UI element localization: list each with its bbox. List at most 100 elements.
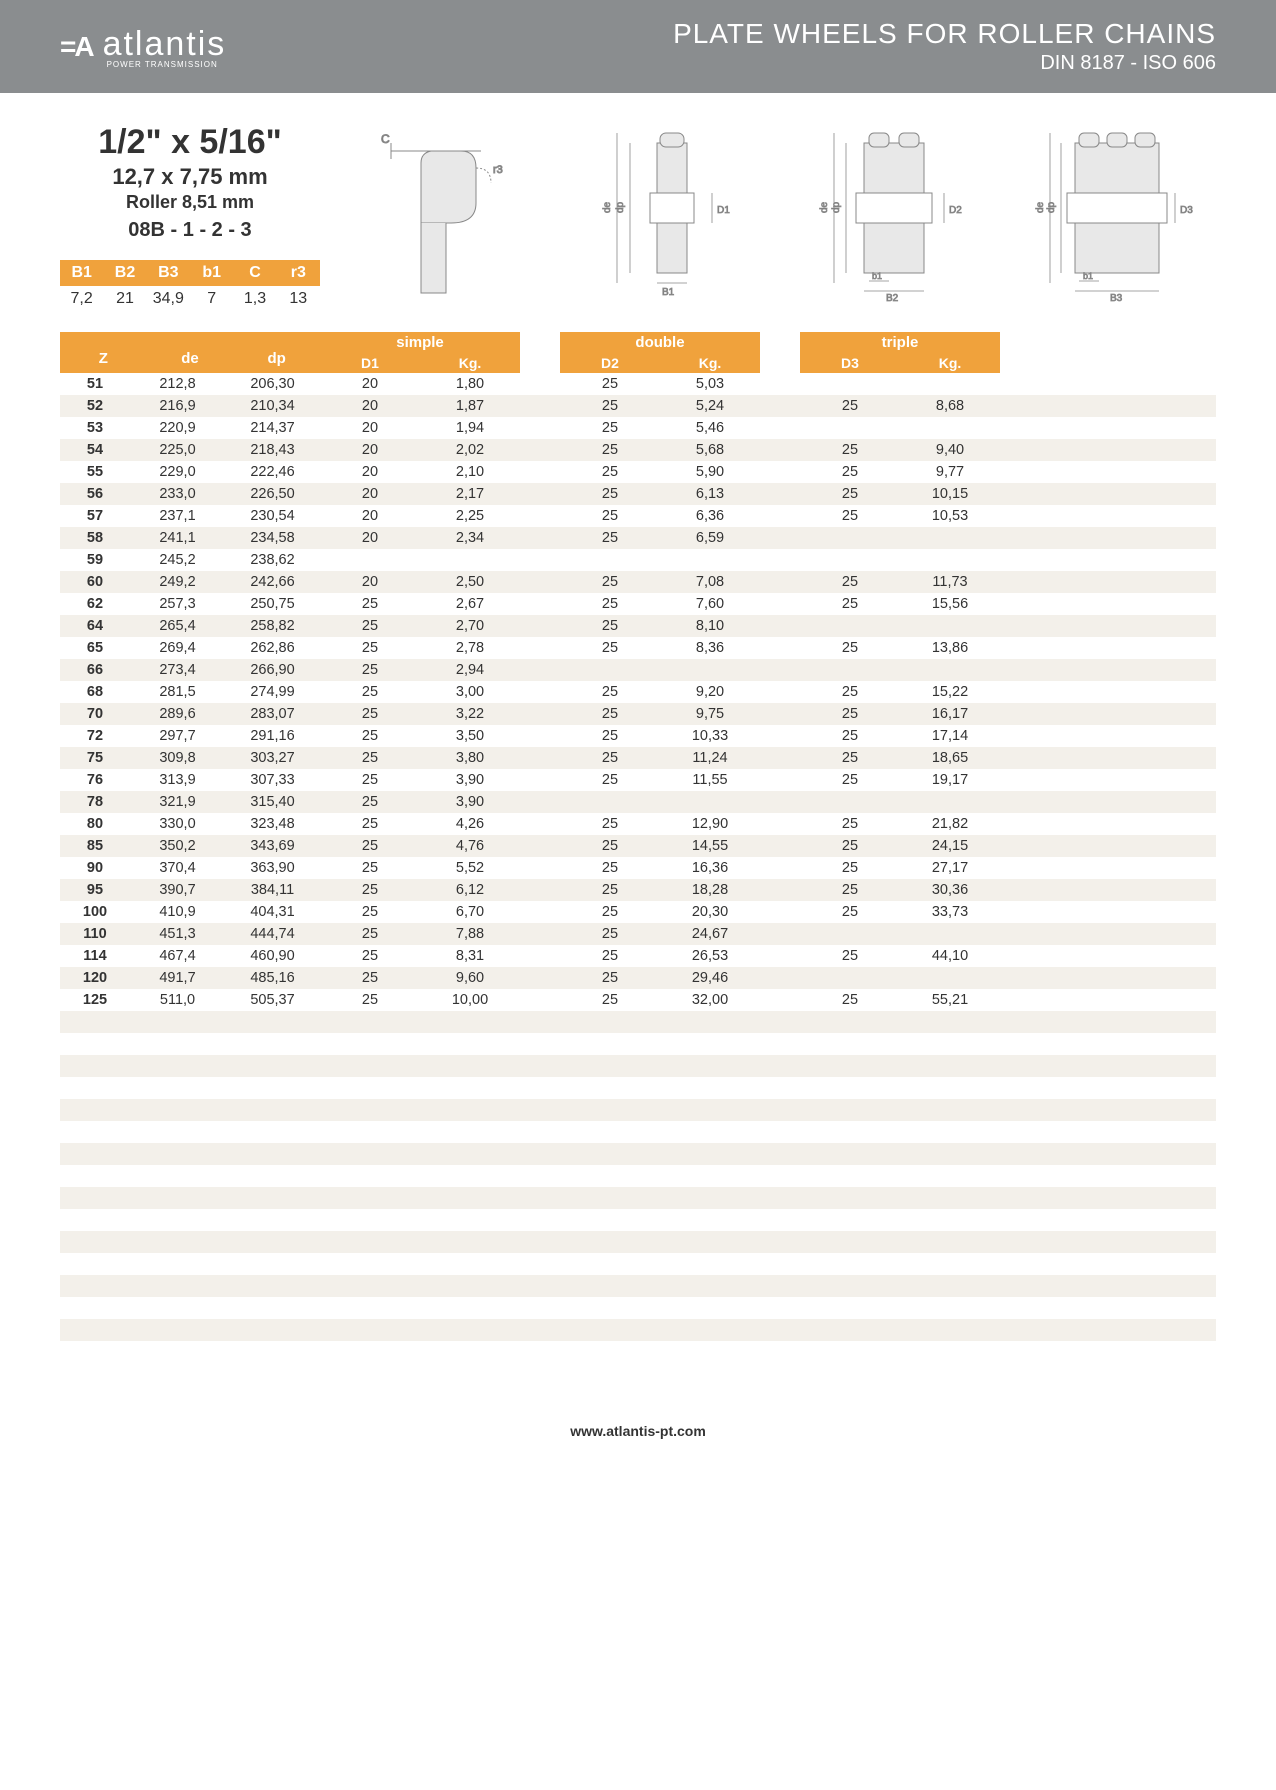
table-cell: 10,53 bbox=[900, 508, 1000, 524]
table-cell: 125 bbox=[60, 992, 130, 1008]
header-title: PLATE WHEELS FOR ROLLER CHAINS DIN 8187 … bbox=[673, 18, 1216, 75]
svg-text:b1: b1 bbox=[1083, 271, 1093, 281]
svg-text:B1: B1 bbox=[662, 287, 675, 298]
table-cell: 281,5 bbox=[130, 684, 225, 700]
header-group-double: double D2 Kg. bbox=[560, 332, 760, 373]
table-cell: 5,03 bbox=[660, 376, 760, 392]
table-row: 54225,0218,43202,02255,68259,40 bbox=[60, 439, 1216, 461]
spec-size-inch: 1/2" x 5/16" bbox=[60, 123, 320, 162]
table-cell: 62 bbox=[60, 596, 130, 612]
table-cell: 3,50 bbox=[420, 728, 520, 744]
table-cell: 491,7 bbox=[130, 970, 225, 986]
table-cell: 25 bbox=[800, 442, 900, 458]
table-cell: 66 bbox=[60, 662, 130, 678]
table-cell: 25 bbox=[320, 618, 420, 634]
table-cell: 25 bbox=[320, 992, 420, 1008]
table-cell: 25 bbox=[320, 662, 420, 678]
table-cell: 25 bbox=[560, 728, 660, 744]
table-cell: 25 bbox=[560, 618, 660, 634]
small-table-header: b1 bbox=[190, 260, 233, 286]
small-table-header: r3 bbox=[277, 260, 320, 286]
table-cell: 10,33 bbox=[660, 728, 760, 744]
table-cell: 55 bbox=[60, 464, 130, 480]
table-cell: 25 bbox=[320, 640, 420, 656]
table-cell: 404,31 bbox=[225, 904, 320, 920]
table-cell: 25 bbox=[320, 684, 420, 700]
header-group-simple: simple D1 Kg. bbox=[320, 332, 520, 373]
table-cell: 25 bbox=[800, 706, 900, 722]
table-row: 80330,0323,48254,262512,902521,82 bbox=[60, 813, 1216, 835]
main-data-table: Z de dp simple D1 Kg. double D2 Kg. bbox=[60, 332, 1216, 1363]
table-cell: 460,90 bbox=[225, 948, 320, 964]
svg-text:C: C bbox=[381, 132, 390, 146]
tooth-profile-diagram: C r3 bbox=[351, 123, 551, 303]
table-cell: 56 bbox=[60, 486, 130, 502]
table-cell: 1,87 bbox=[420, 398, 520, 414]
table-cell: 59 bbox=[60, 552, 130, 568]
table-row: 58241,1234,58202,34256,59 bbox=[60, 527, 1216, 549]
table-row: 57237,1230,54202,25256,362510,53 bbox=[60, 505, 1216, 527]
table-cell: 25 bbox=[560, 926, 660, 942]
table-cell: 309,8 bbox=[130, 750, 225, 766]
svg-text:D3: D3 bbox=[1180, 205, 1193, 216]
table-cell: 214,37 bbox=[225, 420, 320, 436]
table-cell: 222,46 bbox=[225, 464, 320, 480]
table-cell: 25 bbox=[560, 464, 660, 480]
table-cell: 1,80 bbox=[420, 376, 520, 392]
col-header-d3: D3 bbox=[800, 353, 900, 373]
table-cell: 17,14 bbox=[900, 728, 1000, 744]
group-simple-title: simple bbox=[320, 332, 520, 353]
table-cell: 7,60 bbox=[660, 596, 760, 612]
table-cell: 410,9 bbox=[130, 904, 225, 920]
table-cell: 4,76 bbox=[420, 838, 520, 854]
table-cell: 274,99 bbox=[225, 684, 320, 700]
table-cell: 330,0 bbox=[130, 816, 225, 832]
table-cell: 20 bbox=[320, 442, 420, 458]
table-row: 62257,3250,75252,67257,602515,56 bbox=[60, 593, 1216, 615]
table-row bbox=[60, 1033, 1216, 1055]
table-cell: 27,17 bbox=[900, 860, 1000, 876]
table-cell: 25 bbox=[320, 948, 420, 964]
table-cell: 54 bbox=[60, 442, 130, 458]
table-cell: 25 bbox=[560, 420, 660, 436]
table-cell: 25 bbox=[800, 596, 900, 612]
table-cell: 6,13 bbox=[660, 486, 760, 502]
table-cell: 3,80 bbox=[420, 750, 520, 766]
table-cell: 25 bbox=[320, 728, 420, 744]
table-cell: 25 bbox=[560, 376, 660, 392]
table-cell: 5,24 bbox=[660, 398, 760, 414]
table-cell: 53 bbox=[60, 420, 130, 436]
table-cell: 315,40 bbox=[225, 794, 320, 810]
table-row: 75309,8303,27253,802511,242518,65 bbox=[60, 747, 1216, 769]
table-cell: 65 bbox=[60, 640, 130, 656]
table-row: 55229,0222,46202,10255,90259,77 bbox=[60, 461, 1216, 483]
table-cell: 9,75 bbox=[660, 706, 760, 722]
table-cell: 20 bbox=[320, 420, 420, 436]
table-cell: 6,12 bbox=[420, 882, 520, 898]
table-cell: 26,53 bbox=[660, 948, 760, 964]
col-header-kg3: Kg. bbox=[900, 353, 1000, 373]
table-cell: 20 bbox=[320, 574, 420, 590]
table-row: 53220,9214,37201,94255,46 bbox=[60, 417, 1216, 439]
table-cell: 229,0 bbox=[130, 464, 225, 480]
col-header-z: Z bbox=[60, 350, 147, 367]
table-cell: 25 bbox=[560, 750, 660, 766]
table-cell: 55,21 bbox=[900, 992, 1000, 1008]
table-cell: 11,55 bbox=[660, 772, 760, 788]
table-cell: 370,4 bbox=[130, 860, 225, 876]
table-cell: 16,17 bbox=[900, 706, 1000, 722]
table-cell: 390,7 bbox=[130, 882, 225, 898]
table-cell: 467,4 bbox=[130, 948, 225, 964]
table-cell: 212,8 bbox=[130, 376, 225, 392]
table-cell: 363,90 bbox=[225, 860, 320, 876]
table-cell: 3,22 bbox=[420, 706, 520, 722]
spec-box: 1/2" x 5/16" 12,7 x 7,75 mm Roller 8,51 … bbox=[60, 123, 320, 312]
table-cell: 25 bbox=[560, 684, 660, 700]
table-cell: 25 bbox=[320, 970, 420, 986]
table-cell: 85 bbox=[60, 838, 130, 854]
table-cell: 25 bbox=[320, 882, 420, 898]
table-cell: 258,82 bbox=[225, 618, 320, 634]
table-cell: 2,78 bbox=[420, 640, 520, 656]
table-cell: 3,90 bbox=[420, 772, 520, 788]
table-cell: 233,0 bbox=[130, 486, 225, 502]
